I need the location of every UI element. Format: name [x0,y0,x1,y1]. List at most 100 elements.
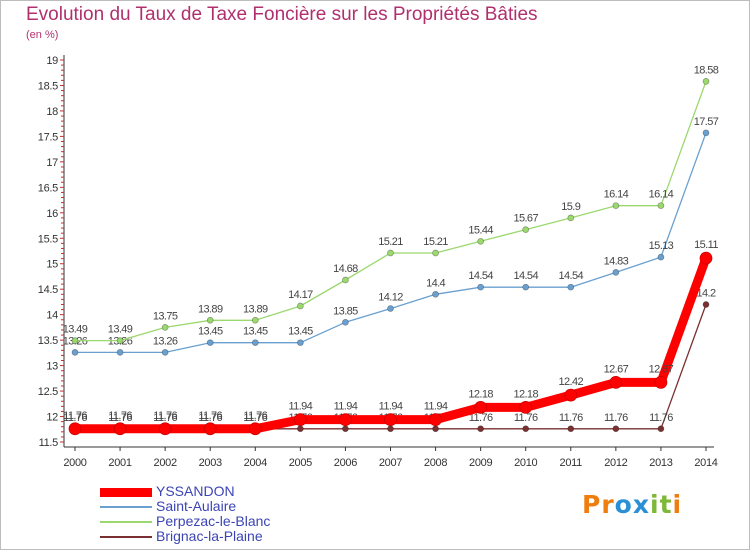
x-tick-label: 2005 [289,457,312,469]
data-label-perpezac-le-blanc: 18.58 [694,64,719,76]
data-label-perpezac-le-blanc: 15.21 [378,236,403,248]
data-label-saint-aulaire: 14.4 [426,277,445,289]
logo-letter: t [659,490,673,519]
logo-letter: i [650,490,660,519]
data-label-brignac-la-plaine: 11.76 [108,412,132,424]
data-label-brignac-la-plaine: 14.2 [696,287,715,299]
data-point-perpezac-le-blanc [206,316,214,324]
data-label-perpezac-le-blanc: 15.21 [423,236,448,248]
data-point-yssandon [158,422,172,436]
data-point-perpezac-le-blanc [71,337,79,344]
legend-swatch [100,506,152,508]
x-tick-label: 2001 [108,457,131,469]
data-point-brignac-la-plaine [702,301,710,308]
y-tick-label: 11.5 [39,437,59,449]
data-label-saint-aulaire: 13.45 [288,326,313,338]
data-point-brignac-la-plaine [522,425,530,433]
data-point-saint-aulaire [387,305,394,312]
data-label-perpezac-le-blanc: 13.89 [243,303,268,315]
data-point-yssandon [474,401,487,414]
data-label-yssandon: 12.18 [513,388,538,400]
x-tick-label: 2013 [649,457,672,469]
data-point-saint-aulaire [567,283,575,291]
data-label-perpezac-le-blanc: 15.44 [468,224,493,236]
data-label-brignac-la-plaine: 11.76 [153,412,177,424]
data-label-perpezac-le-blanc: 13.75 [153,310,178,322]
y-tick-label: 18 [46,106,58,118]
y-tick-label: 18.5 [38,80,58,92]
y-tick-label: 12.5 [38,386,58,398]
data-point-perpezac-le-blanc [387,249,394,257]
data-point-saint-aulaire [522,283,530,291]
data-point-brignac-la-plaine [387,425,394,433]
data-point-perpezac-le-blanc [477,237,484,245]
x-tick-label: 2006 [334,457,357,469]
data-label-perpezac-le-blanc: 13.89 [198,303,223,315]
legend-label: Brignac-la-Plaine [156,528,263,544]
data-point-saint-aulaire [71,349,79,356]
chart-title: Evolution du Taux de Taxe Foncière sur l… [26,4,538,25]
data-label-saint-aulaire: 13.85 [333,305,358,317]
y-tick-label: 13 [46,361,58,373]
data-point-perpezac-le-blanc [522,226,530,233]
data-label-yssandon: 12.67 [649,363,674,375]
data-label-perpezac-le-blanc: 15.67 [513,213,538,225]
logo-letter: x [632,490,650,519]
x-tick-label: 2000 [63,457,86,469]
data-label-perpezac-le-blanc: 14.68 [333,263,358,275]
x-tick-label: 2004 [244,457,267,469]
data-point-perpezac-le-blanc [161,324,169,331]
data-label-yssandon: 11.76 [63,410,87,422]
data-label-saint-aulaire: 14.54 [468,270,493,282]
x-tick-label: 2010 [514,457,537,469]
data-point-perpezac-le-blanc [297,302,304,310]
data-label-yssandon: 12.18 [468,388,493,400]
data-label-brignac-la-plaine: 11.76 [469,412,493,424]
data-point-brignac-la-plaine [342,425,349,433]
y-tick-label: 14 [46,310,58,322]
data-label-saint-aulaire: 14.54 [559,270,584,282]
data-point-saint-aulaire [161,349,169,356]
data-label-saint-aulaire: 14.54 [513,270,538,282]
x-tick-label: 2002 [154,457,177,469]
data-point-perpezac-le-blanc [116,337,124,344]
y-tick-label: 17.5 [38,131,58,143]
data-label-saint-aulaire: 13.45 [198,326,223,338]
data-label-perpezac-le-blanc: 13.49 [108,324,133,336]
data-label-saint-aulaire: 17.57 [694,116,719,128]
data-label-saint-aulaire: 15.13 [649,240,674,252]
x-tick-label: 2003 [199,457,222,469]
data-point-perpezac-le-blanc [567,214,575,222]
data-label-brignac-la-plaine: 11.76 [559,412,583,424]
data-label-yssandon: 15.11 [694,239,718,251]
data-label-yssandon: 12.42 [559,376,584,388]
logo-letter: P [582,490,602,519]
x-tick-label: 2012 [604,457,627,469]
data-point-perpezac-le-blanc [432,249,439,257]
y-tick-label: 13.5 [38,335,58,347]
data-point-brignac-la-plaine [477,425,484,433]
data-label-yssandon: 11.94 [379,401,403,413]
data-point-saint-aulaire [612,269,620,276]
legend-swatch [100,521,152,523]
data-label-saint-aulaire: 13.45 [243,326,268,338]
logo-letter: o [614,490,633,519]
data-label-saint-aulaire: 13.26 [153,335,178,347]
data-point-yssandon [564,388,578,402]
data-label-brignac-la-plaine: 11.76 [243,412,267,424]
data-label-perpezac-le-blanc: 16.14 [604,189,629,201]
data-point-brignac-la-plaine [567,425,575,433]
data-point-perpezac-le-blanc [251,316,259,324]
data-point-yssandon [203,422,217,436]
logo-letter: r [601,490,615,519]
legend-label: Perpezac-le-Blanc [156,513,271,529]
data-label-yssandon: 12.67 [604,363,629,375]
data-point-brignac-la-plaine [657,425,665,433]
data-point-saint-aulaire [251,339,259,347]
data-point-saint-aulaire [702,129,710,137]
data-label-yssandon: 11.76 [198,410,222,422]
data-label-brignac-la-plaine: 11.76 [514,412,538,424]
data-point-perpezac-le-blanc [657,202,665,210]
legend-label: Saint-Aulaire [156,498,237,514]
